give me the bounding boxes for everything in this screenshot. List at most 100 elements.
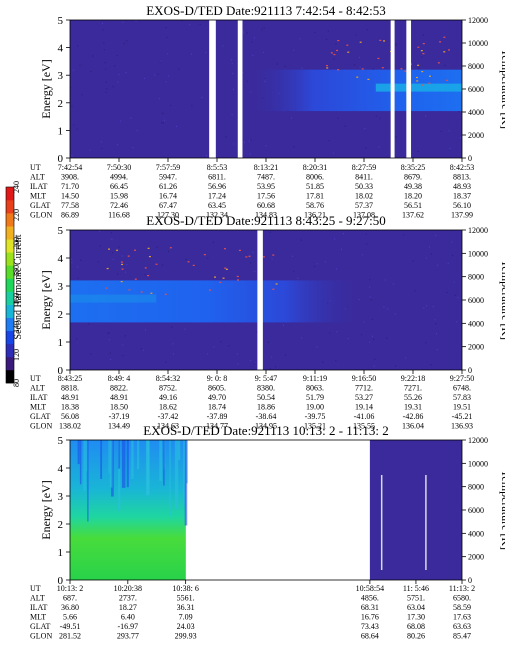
y2-tick-label: 4000: [468, 319, 484, 328]
table-cell: 137.99: [451, 211, 473, 220]
noise-speckle: [126, 40, 128, 42]
y-axis-label: Energy [eV]: [39, 480, 53, 539]
flux-streak: [159, 440, 163, 482]
noise-speckle: [161, 264, 163, 266]
colorbar-tick-label: 240: [12, 181, 21, 193]
table-row-label: ALT: [30, 594, 45, 603]
noise-speckle: [395, 365, 397, 367]
table-row-label: GLAT: [30, 201, 51, 210]
noise-speckle: [71, 261, 73, 264]
table-cell: 53.27: [355, 393, 373, 402]
upper-energy-dot: [443, 51, 446, 53]
noise-speckle: [122, 355, 124, 357]
table-cell: 17.24: [208, 192, 226, 201]
upper-energy-dot: [148, 256, 151, 258]
spike-line: [380, 475, 383, 570]
table-cell: 16.74: [159, 192, 177, 201]
table-cell: 8:54:32: [156, 374, 180, 383]
noise-speckle: [225, 136, 227, 138]
upper-energy-dot: [208, 289, 211, 291]
upper-energy-dot: [128, 289, 131, 291]
table-cell: -37.42: [158, 412, 179, 421]
noise-speckle: [337, 117, 339, 119]
table-cell: 68.64: [361, 632, 379, 641]
noise-speckle: [252, 251, 254, 253]
upper-energy-dot: [236, 275, 239, 278]
y2-tick-label: 6000: [468, 85, 484, 94]
noise-speckle: [366, 243, 368, 245]
noise-speckle: [71, 258, 73, 260]
noise-speckle: [119, 120, 121, 122]
table-cell: 15.98: [110, 192, 128, 201]
upper-energy-dot: [169, 247, 172, 249]
data-region: [369, 440, 462, 580]
noise-speckle: [425, 257, 427, 259]
noise-speckle: [252, 54, 254, 56]
noise-speckle: [77, 277, 79, 279]
y-axis-label: Energy [eV]: [39, 59, 53, 118]
upper-energy-dot: [420, 50, 423, 52]
noise-speckle: [373, 338, 375, 341]
table-cell: 8:43:25: [58, 374, 82, 383]
table-cell: -38.64: [256, 412, 277, 421]
table-cell: 80.26: [407, 632, 425, 641]
flux-streak: [169, 440, 171, 517]
noise-speckle: [256, 331, 258, 333]
noise-speckle: [342, 232, 344, 235]
upper-energy-dot: [203, 254, 206, 256]
upper-energy-dot: [367, 78, 370, 80]
noise-speckle: [328, 140, 330, 142]
noise-speckle: [459, 137, 461, 139]
table-cell: 57.37: [355, 201, 373, 210]
noise-speckle: [251, 41, 253, 43]
table-cell: -37.89: [207, 412, 228, 421]
table-cell: 53.95: [257, 182, 275, 191]
spectrogram-panel: EXOS-D/TED Date:921113 8:43:25 - 9:27:50…: [30, 213, 505, 431]
table-cell: 8006.: [306, 173, 324, 182]
noise-speckle: [435, 323, 437, 325]
ion-band-core: [70, 294, 157, 303]
upper-energy-dot: [359, 41, 362, 43]
noise-speckle: [261, 28, 263, 31]
table-cell: 55.26: [404, 393, 422, 402]
upper-energy-dot: [361, 68, 364, 70]
upper-energy-dot: [121, 268, 124, 270]
noise-speckle: [90, 353, 92, 355]
table-row-label: UT: [30, 163, 41, 172]
table-cell: 19.51: [453, 403, 471, 412]
upper-energy-dot: [404, 70, 407, 72]
noise-speckle: [271, 258, 273, 260]
data-gap: [406, 20, 412, 158]
noise-speckle: [110, 358, 112, 361]
table-cell: 56.51: [404, 201, 422, 210]
noise-speckle: [145, 329, 147, 331]
upper-energy-dot: [192, 264, 195, 266]
noise-speckle: [118, 246, 120, 248]
noise-speckle: [361, 254, 363, 256]
upper-energy-dot: [443, 36, 446, 38]
noise-speckle: [178, 68, 180, 70]
flux-streak: [183, 440, 186, 506]
noise-speckle: [231, 113, 233, 116]
noise-speckle: [162, 122, 164, 124]
noise-speckle: [284, 65, 286, 67]
table-row-label: GLON: [30, 632, 52, 641]
table-row-label: ALT: [30, 384, 45, 393]
colorbar-tick-label: 220: [12, 209, 21, 221]
table-cell: 63.04: [407, 603, 425, 612]
noise-speckle: [425, 115, 427, 117]
upper-energy-dot: [248, 255, 251, 257]
table-cell: 6748.: [453, 384, 471, 393]
table-row-label: GLAT: [30, 412, 51, 421]
noise-speckle: [222, 45, 224, 47]
noise-speckle: [76, 341, 78, 343]
table-cell: 8818.: [61, 384, 79, 393]
noise-speckle: [110, 232, 112, 234]
noise-speckle: [111, 238, 113, 241]
noise-speckle: [265, 145, 267, 147]
colorbar-segment: [6, 356, 14, 371]
table-cell: 68.08: [407, 622, 425, 631]
noise-speckle: [417, 150, 419, 153]
noise-speckle: [403, 234, 405, 236]
table-cell: 61.26: [159, 182, 177, 191]
